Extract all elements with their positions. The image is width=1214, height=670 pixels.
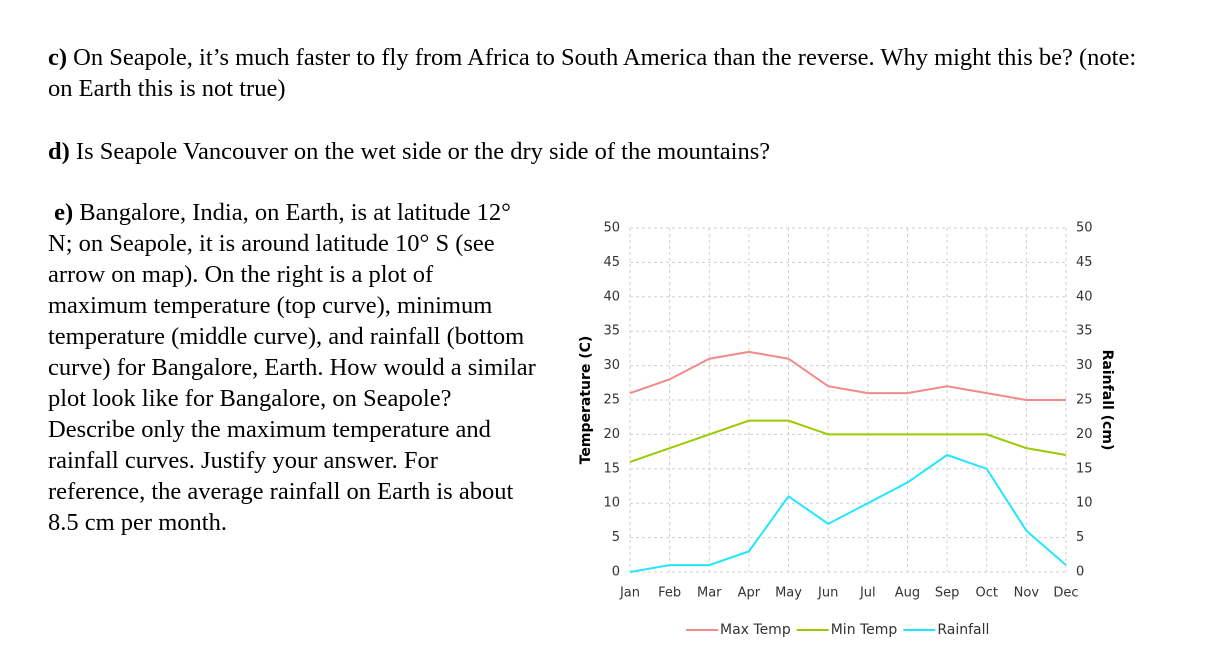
x-tick-label: Apr xyxy=(738,586,761,601)
label: e) xyxy=(54,199,74,226)
x-tick-label: Jun xyxy=(817,586,838,601)
y-tick-label: 50 xyxy=(603,221,620,236)
question-d: d) Is Seapole Vancouver on the wet side … xyxy=(48,136,1148,167)
y-tick-label: 30 xyxy=(603,358,620,373)
y-tick-label: 40 xyxy=(603,289,620,304)
x-tick-label: Aug xyxy=(895,586,920,601)
y-axis-title: Temperature (C) xyxy=(578,336,594,465)
x-tick-label: Dec xyxy=(1053,586,1078,601)
legend-label: Min Temp xyxy=(831,622,898,638)
y-tick-label: 25 xyxy=(603,393,620,408)
y2-tick-label: 35 xyxy=(1076,324,1093,339)
label: c) xyxy=(48,44,68,71)
y-tick-label: 10 xyxy=(603,496,620,511)
y2-tick-label: 5 xyxy=(1076,530,1084,545)
x-tick-label: Feb xyxy=(658,586,681,601)
y2-tick-label: 50 xyxy=(1076,221,1093,236)
y2-tick-label: 25 xyxy=(1076,393,1093,408)
y-tick-label: 15 xyxy=(603,461,620,476)
y2-tick-label: 10 xyxy=(1076,496,1093,511)
x-tick-label: Nov xyxy=(1014,586,1040,601)
series-line xyxy=(629,453,1067,573)
legend-label: Rainfall xyxy=(937,622,989,638)
text: Bangalore, India, on Earth, is at latitu… xyxy=(48,199,536,536)
x-tick-label: Sep xyxy=(935,586,960,601)
x-tick-label: Mar xyxy=(697,586,722,601)
y-tick-label: 45 xyxy=(603,255,620,270)
y-tick-label: 35 xyxy=(603,324,620,339)
text: On Seapole, it’s much faster to fly from… xyxy=(48,44,1137,102)
y2-tick-label: 30 xyxy=(1076,358,1093,373)
series-line xyxy=(629,350,1066,401)
text: Is Seapole Vancouver on the wet side or … xyxy=(75,138,771,165)
y2-axis-title: Rainfall (cm) xyxy=(1099,350,1115,451)
x-tick-label: Jan xyxy=(619,586,640,601)
y2-tick-label: 15 xyxy=(1076,461,1093,476)
y-tick-label: 0 xyxy=(612,565,620,580)
y-tick-label: 5 xyxy=(612,530,620,545)
y-tick-label: 20 xyxy=(603,427,620,442)
question-e: e) Bangalore, India, on Earth, is at lat… xyxy=(48,197,538,538)
series-line xyxy=(629,419,1067,463)
y2-tick-label: 45 xyxy=(1076,255,1093,270)
y2-tick-label: 0 xyxy=(1076,565,1084,580)
legend-label: Max Temp xyxy=(720,622,791,638)
x-tick-label: Jul xyxy=(859,586,876,601)
y2-tick-label: 20 xyxy=(1076,427,1093,442)
y2-tick-label: 40 xyxy=(1076,289,1093,304)
x-tick-label: Oct xyxy=(975,586,997,601)
question-c: c) On Seapole, it’s much faster to fly f… xyxy=(48,42,1148,104)
x-tick-label: May xyxy=(775,586,802,601)
label: d) xyxy=(48,138,70,165)
